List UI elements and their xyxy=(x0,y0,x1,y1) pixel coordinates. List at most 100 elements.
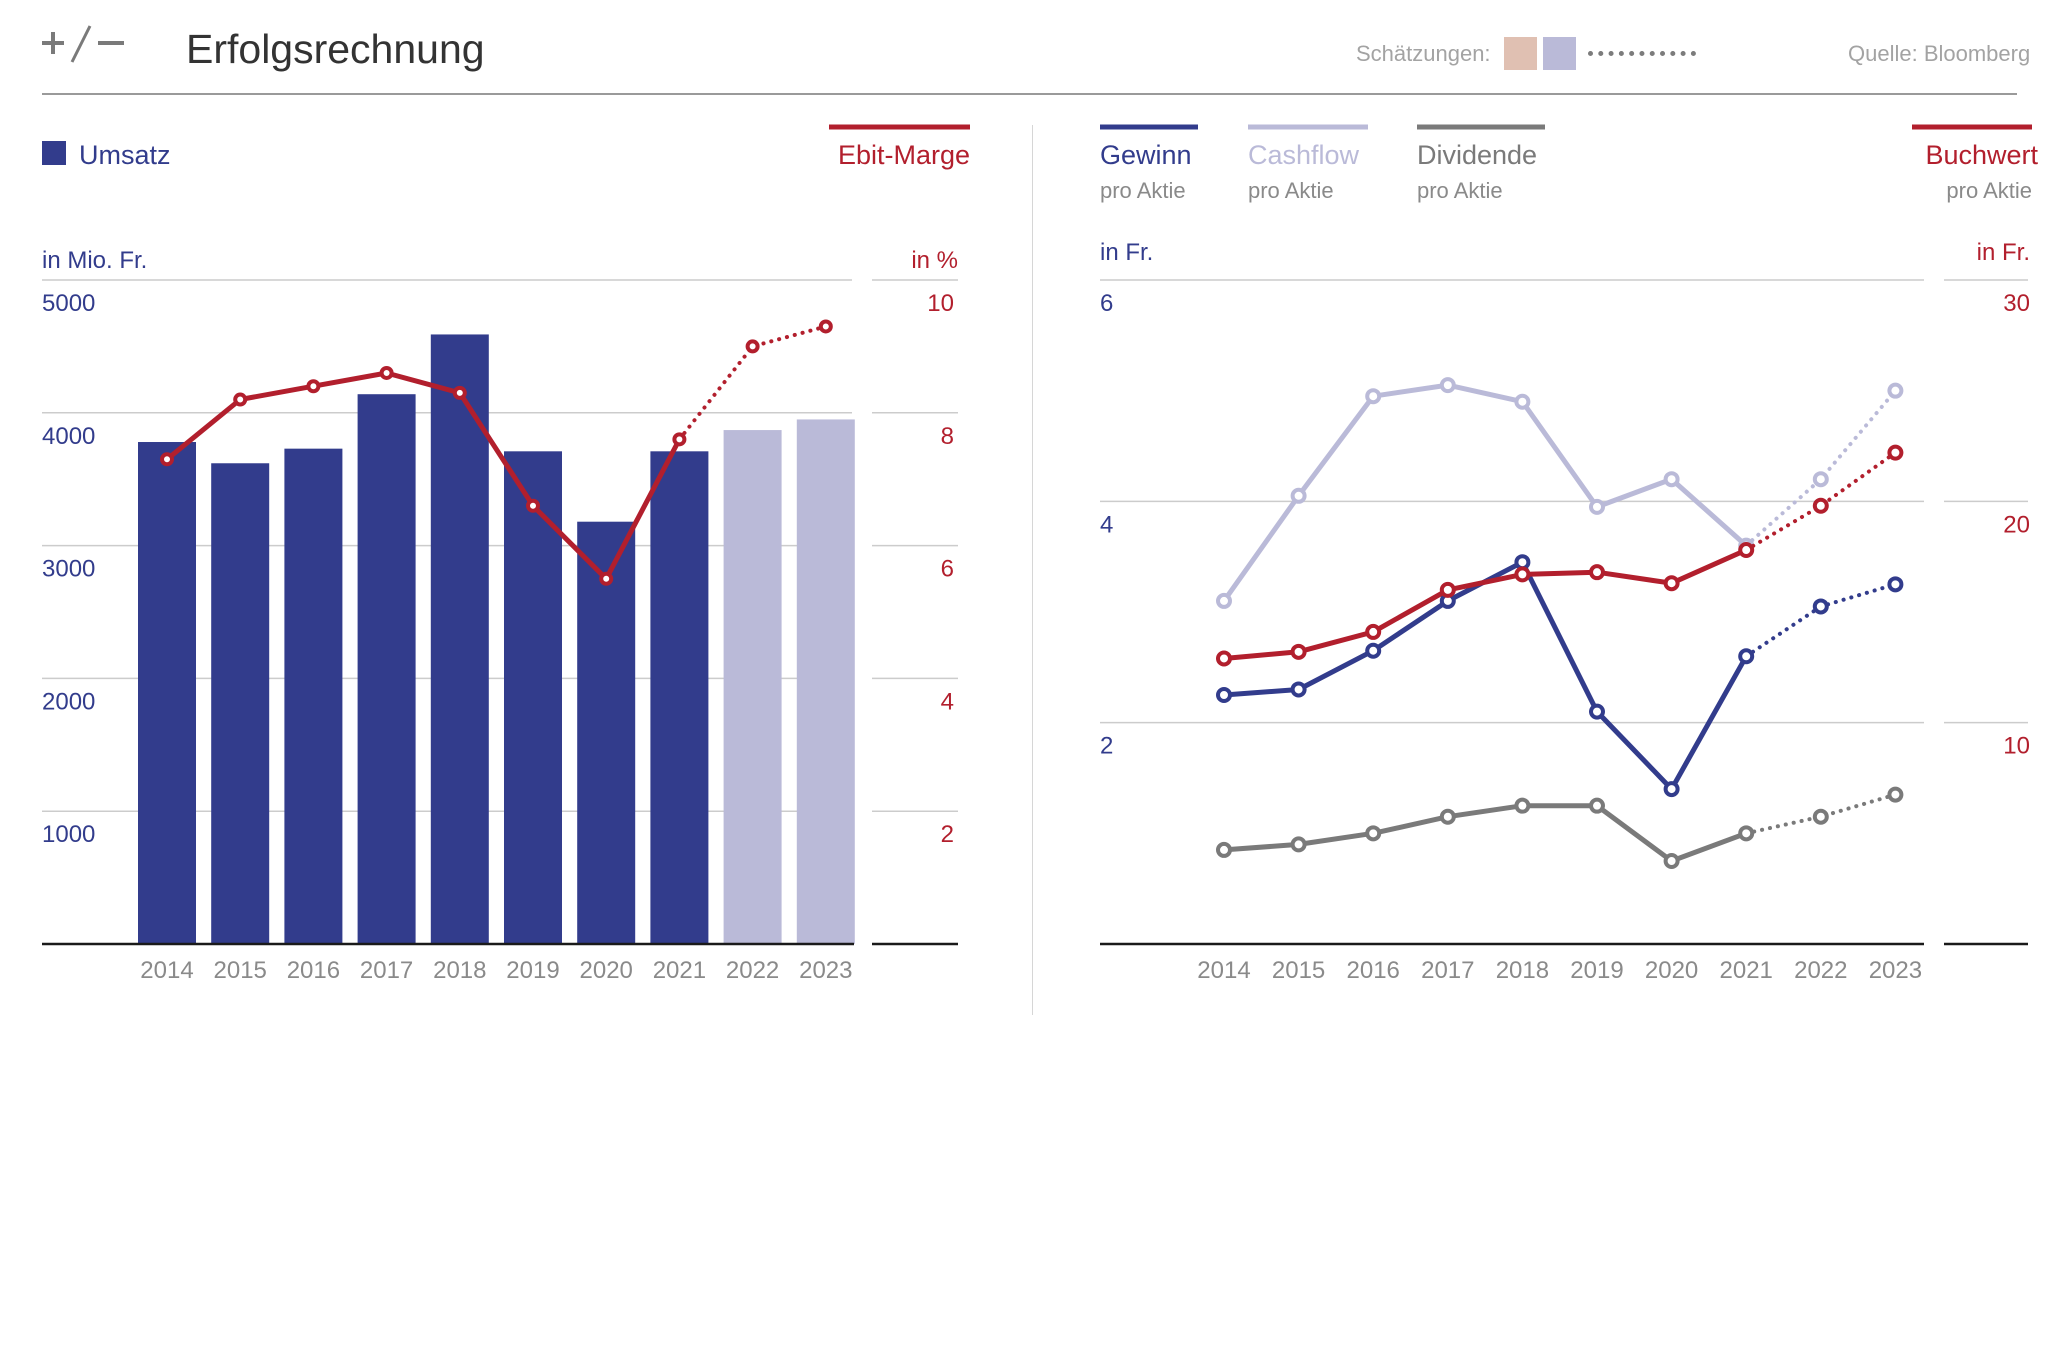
left-y-tick-label: 2000 xyxy=(42,688,95,715)
estimates-label: Schätzungen: xyxy=(1356,41,1491,66)
ebit-marge-point-4 xyxy=(452,385,467,400)
cashflow-point-5 xyxy=(1589,498,1605,515)
cashflow-point-4 xyxy=(1514,393,1531,410)
gewinn-point-9 xyxy=(1887,576,1904,593)
gewinn-point-8 xyxy=(1812,598,1829,615)
umsatz-bar-2022 xyxy=(723,430,782,945)
dividende-point-5 xyxy=(1589,797,1605,814)
cashflow-point-2 xyxy=(1365,388,1382,405)
estimate-swatch-bar-1 xyxy=(1504,37,1537,70)
gewinn-point-1 xyxy=(1290,681,1307,698)
right-y-tick-label: 6 xyxy=(941,556,954,583)
left-x-tick-label: 2023 xyxy=(799,957,852,984)
ebit-marge-point-1 xyxy=(233,392,248,407)
cashflow-legend-label: Cashflow xyxy=(1248,140,1360,170)
cashflow-point-6 xyxy=(1663,471,1680,488)
dividende-point-6 xyxy=(1663,853,1680,869)
buchwert-point-1 xyxy=(1290,643,1307,660)
right-x-tick-label: 2015 xyxy=(1272,957,1325,984)
umsatz-bar-2018 xyxy=(430,334,489,944)
left-y-tick-label: 5000 xyxy=(42,290,95,317)
estimate-swatch-dotted-line xyxy=(1588,51,1696,56)
right-x-tick-label: 2018 xyxy=(1496,957,1549,984)
buchwert-point-8 xyxy=(1812,497,1829,514)
left-x-tick-label: 2016 xyxy=(287,957,340,984)
right-x-tick-label: 2017 xyxy=(1421,957,1474,984)
left-x-tick-label: 2017 xyxy=(360,957,413,984)
dividende-point-7 xyxy=(1738,825,1755,842)
dividende-point-8 xyxy=(1812,808,1829,825)
ebit-marge-point-9 xyxy=(818,319,833,334)
dividende-legend-sub: pro Aktie xyxy=(1417,178,1503,203)
ebit-marge-point-8 xyxy=(745,339,760,354)
right-x-tick-label: 2023 xyxy=(1869,957,1922,984)
dividende-point-0 xyxy=(1216,841,1232,858)
right-chart-right-tick-label: 10 xyxy=(2003,733,2030,760)
left-x-tick-label: 2019 xyxy=(506,957,559,984)
gewinn-point-6 xyxy=(1663,781,1680,798)
ebit-marge-line xyxy=(164,370,682,582)
gewinn-estimate-line xyxy=(1744,582,1898,659)
gewinn-point-7 xyxy=(1738,648,1755,665)
right-chart-right-tick-label: 30 xyxy=(2003,290,2030,317)
right-x-tick-label: 2016 xyxy=(1347,957,1400,984)
left-x-tick-label: 2015 xyxy=(214,957,267,984)
cashflow-estimate-line xyxy=(1744,388,1898,548)
buchwert-point-2 xyxy=(1365,623,1382,640)
right-chart-right-tick-label: 20 xyxy=(2003,511,2030,538)
right-chart-right-unit-label: in Fr. xyxy=(1977,239,2030,266)
dividende-line xyxy=(1221,803,1749,864)
right-x-tick-label: 2021 xyxy=(1720,957,1773,984)
right-y-tick-label: 8 xyxy=(941,423,954,450)
dividende-estimate-line xyxy=(1744,792,1898,836)
left-y-tick-label: 3000 xyxy=(42,556,95,583)
buchwert-point-5 xyxy=(1589,564,1605,581)
umsatz-legend-label: Umsatz xyxy=(79,140,171,170)
dividende-point-2 xyxy=(1365,825,1382,842)
left-x-tick-label: 2022 xyxy=(726,957,779,984)
cashflow-point-3 xyxy=(1439,377,1456,394)
left-axis-unit-label: in Mio. Fr. xyxy=(42,247,147,274)
right-y-tick-label: 4 xyxy=(941,688,954,715)
ebit-marge-point-3 xyxy=(379,365,394,380)
left-y-tick-label: 1000 xyxy=(42,821,95,848)
buchwert-point-3 xyxy=(1439,581,1456,598)
right-x-tick-label: 2022 xyxy=(1794,957,1847,984)
umsatz-bar-2023 xyxy=(796,419,855,944)
buchwert-point-4 xyxy=(1514,566,1531,583)
umsatz-bar-2015 xyxy=(211,463,270,944)
left-x-tick-label: 2018 xyxy=(433,957,486,984)
gewinn-point-0 xyxy=(1216,687,1232,703)
gewinn-legend-label: Gewinn xyxy=(1100,140,1192,170)
gewinn-legend-sub: pro Aktie xyxy=(1100,178,1186,203)
cashflow-point-0 xyxy=(1216,592,1232,609)
buchwert-point-9 xyxy=(1887,444,1904,461)
estimate-swatch-bar-2 xyxy=(1543,37,1576,70)
cashflow-point-1 xyxy=(1290,487,1307,504)
cashflow-point-8 xyxy=(1812,471,1829,488)
right-x-tick-label: 2020 xyxy=(1645,957,1698,984)
right-x-tick-label: 2014 xyxy=(1197,957,1250,984)
source-note: Quelle: Bloomberg xyxy=(1848,41,2031,66)
umsatz-bar-2021 xyxy=(650,451,709,944)
dividende-point-1 xyxy=(1290,836,1307,853)
ebit-marge-point-7 xyxy=(672,432,687,447)
left-x-tick-label: 2021 xyxy=(653,957,706,984)
right-chart-left-unit-label: in Fr. xyxy=(1100,239,1153,266)
left-x-tick-label: 2014 xyxy=(140,957,193,984)
right-axis-unit-label: in % xyxy=(911,247,958,274)
ebit-marge-legend-label: Ebit-Marge xyxy=(838,140,970,170)
ebit-marge-point-6 xyxy=(599,571,614,586)
dividende-point-4 xyxy=(1514,797,1531,814)
left-x-tick-label: 2020 xyxy=(580,957,633,984)
right-chart-left-tick-label: 4 xyxy=(1100,511,1113,538)
buchwert-point-6 xyxy=(1663,575,1680,592)
umsatz-legend-swatch xyxy=(42,141,66,165)
umsatz-bar-2016 xyxy=(284,448,343,944)
ebit-marge-point-5 xyxy=(526,498,540,513)
buchwert-point-0 xyxy=(1216,650,1232,667)
right-chart-left-tick-label: 2 xyxy=(1100,733,1113,760)
gewinn-point-2 xyxy=(1365,642,1382,659)
page-title: Erfolgsrechnung xyxy=(186,26,485,72)
